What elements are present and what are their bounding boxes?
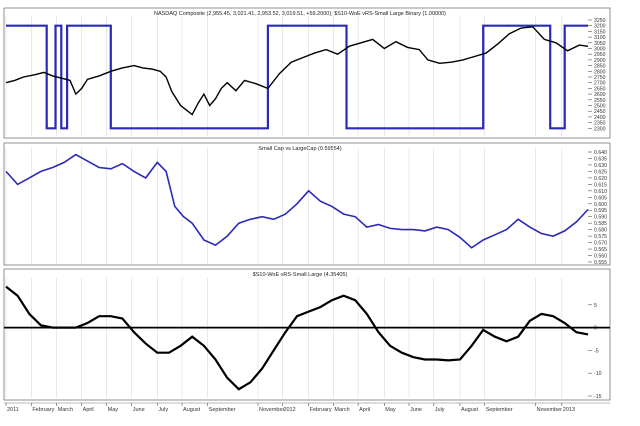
y-tick-label: 2500 xyxy=(594,104,606,110)
y-tick-label: 0.590 xyxy=(594,215,607,221)
x-tick-label: 2011 xyxy=(7,407,19,413)
y-tick-label: 0.610 xyxy=(594,189,607,195)
x-tick-label: August xyxy=(461,407,479,413)
y-tick-label: 0.635 xyxy=(594,156,607,162)
x-tick-label: May xyxy=(108,407,119,413)
y-tick-label: 0.630 xyxy=(594,163,607,169)
y-tick-label: 2800 xyxy=(594,69,606,75)
x-tick-label: April xyxy=(359,407,370,413)
y-tick-label: 0.595 xyxy=(594,208,607,214)
y-tick-label: 0.600 xyxy=(594,202,607,208)
y-tick-label: 2650 xyxy=(594,86,606,92)
x-tick-label: July xyxy=(435,407,445,413)
x-tick-label: November xyxy=(537,407,563,413)
y-tick-label: 0 xyxy=(594,326,597,332)
x-tick-label: November xyxy=(259,407,285,413)
y-tick-label: 0.605 xyxy=(594,195,607,201)
panel-vrs: $S10-WoE vRS-Small Large (4.35405) -15 -1… xyxy=(3,268,611,401)
y-tick-label: 0.640 xyxy=(594,150,607,156)
y-tick-label: 2350 xyxy=(594,121,606,127)
y-tick-label: 3150 xyxy=(594,29,606,35)
y-tick-label: 2450 xyxy=(594,109,606,115)
y-tick-label: 0.555 xyxy=(594,260,607,266)
x-tick-label: May xyxy=(385,407,396,413)
nasdaq-series-line xyxy=(5,26,589,116)
x-tick-label: September xyxy=(486,407,513,413)
y-tick-label: 3050 xyxy=(594,41,606,47)
panel-nasdaq: NASDAQ Composite (2,955.45, 3,021.41, 2,… xyxy=(3,7,611,139)
x-axis: 2011 February March April May June July August S… xyxy=(4,402,610,413)
y-tick-label: 2900 xyxy=(594,58,606,64)
y-tick-label: 3100 xyxy=(594,35,606,41)
y-tick-label: 2300 xyxy=(594,126,606,132)
x-tick-label: April xyxy=(83,407,94,413)
y-tick-label: 2700 xyxy=(594,81,606,87)
y-tick-label: 2850 xyxy=(594,64,606,70)
y-tick-label: 0.570 xyxy=(594,241,607,247)
y-tick-label: 3200 xyxy=(594,24,606,30)
y-tick-label: 3000 xyxy=(594,47,606,53)
y-tick-label: -5 xyxy=(594,348,599,354)
x-tick-label: August xyxy=(183,407,201,413)
y-tick-label: -15 xyxy=(594,394,602,400)
y-tick-label: 2400 xyxy=(594,115,606,121)
vrs-series-line xyxy=(5,285,589,391)
y-tick-label: 3250 xyxy=(594,18,606,24)
y-tick-label: 0.615 xyxy=(594,182,607,188)
y-tick-label: 0.625 xyxy=(594,169,607,175)
y-tick-label: 2750 xyxy=(594,75,606,81)
y-tick-label: 2600 xyxy=(594,92,606,98)
x-tick-label: 2013 xyxy=(563,407,575,413)
x-tick-label: July xyxy=(158,407,168,413)
x-tick-label: March xyxy=(58,407,73,413)
smallcap-largecap-series-line xyxy=(5,153,589,249)
y-tick-label: 0.565 xyxy=(594,247,607,253)
panel-nasdaq-title: NASDAQ Composite (2,955.45, 3,021.41, 2,… xyxy=(154,11,446,17)
panel-vrs-title: $S10-WoE vRS-Small Large (4.35405) xyxy=(253,272,348,278)
x-tick-label: 2012 xyxy=(283,407,295,413)
y-tick-label: 0.585 xyxy=(594,221,607,227)
y-tick-label: 5 xyxy=(594,303,597,309)
x-tick-label: February xyxy=(32,407,54,413)
y-tick-label: -10 xyxy=(594,371,602,377)
x-tick-label: September xyxy=(209,407,236,413)
x-tick-label: June xyxy=(410,407,422,413)
panel-smallcap-vs-largecap: Small Cap vs LargeCap (0.59554) 0.5550.5… xyxy=(3,142,611,266)
panel-smallcap-title: Small Cap vs LargeCap (0.59554) xyxy=(258,146,341,152)
y-tick-label: 0.580 xyxy=(594,228,607,234)
x-tick-label: March xyxy=(334,407,349,413)
x-tick-label: February xyxy=(310,407,332,413)
x-tick-label: June xyxy=(133,407,145,413)
y-tick-label: 0.620 xyxy=(594,176,607,182)
y-tick-label: 2550 xyxy=(594,98,606,104)
y-tick-label: 0.575 xyxy=(594,234,607,240)
y-tick-label: 0.560 xyxy=(594,254,607,260)
y-tick-label: 2950 xyxy=(594,52,606,58)
